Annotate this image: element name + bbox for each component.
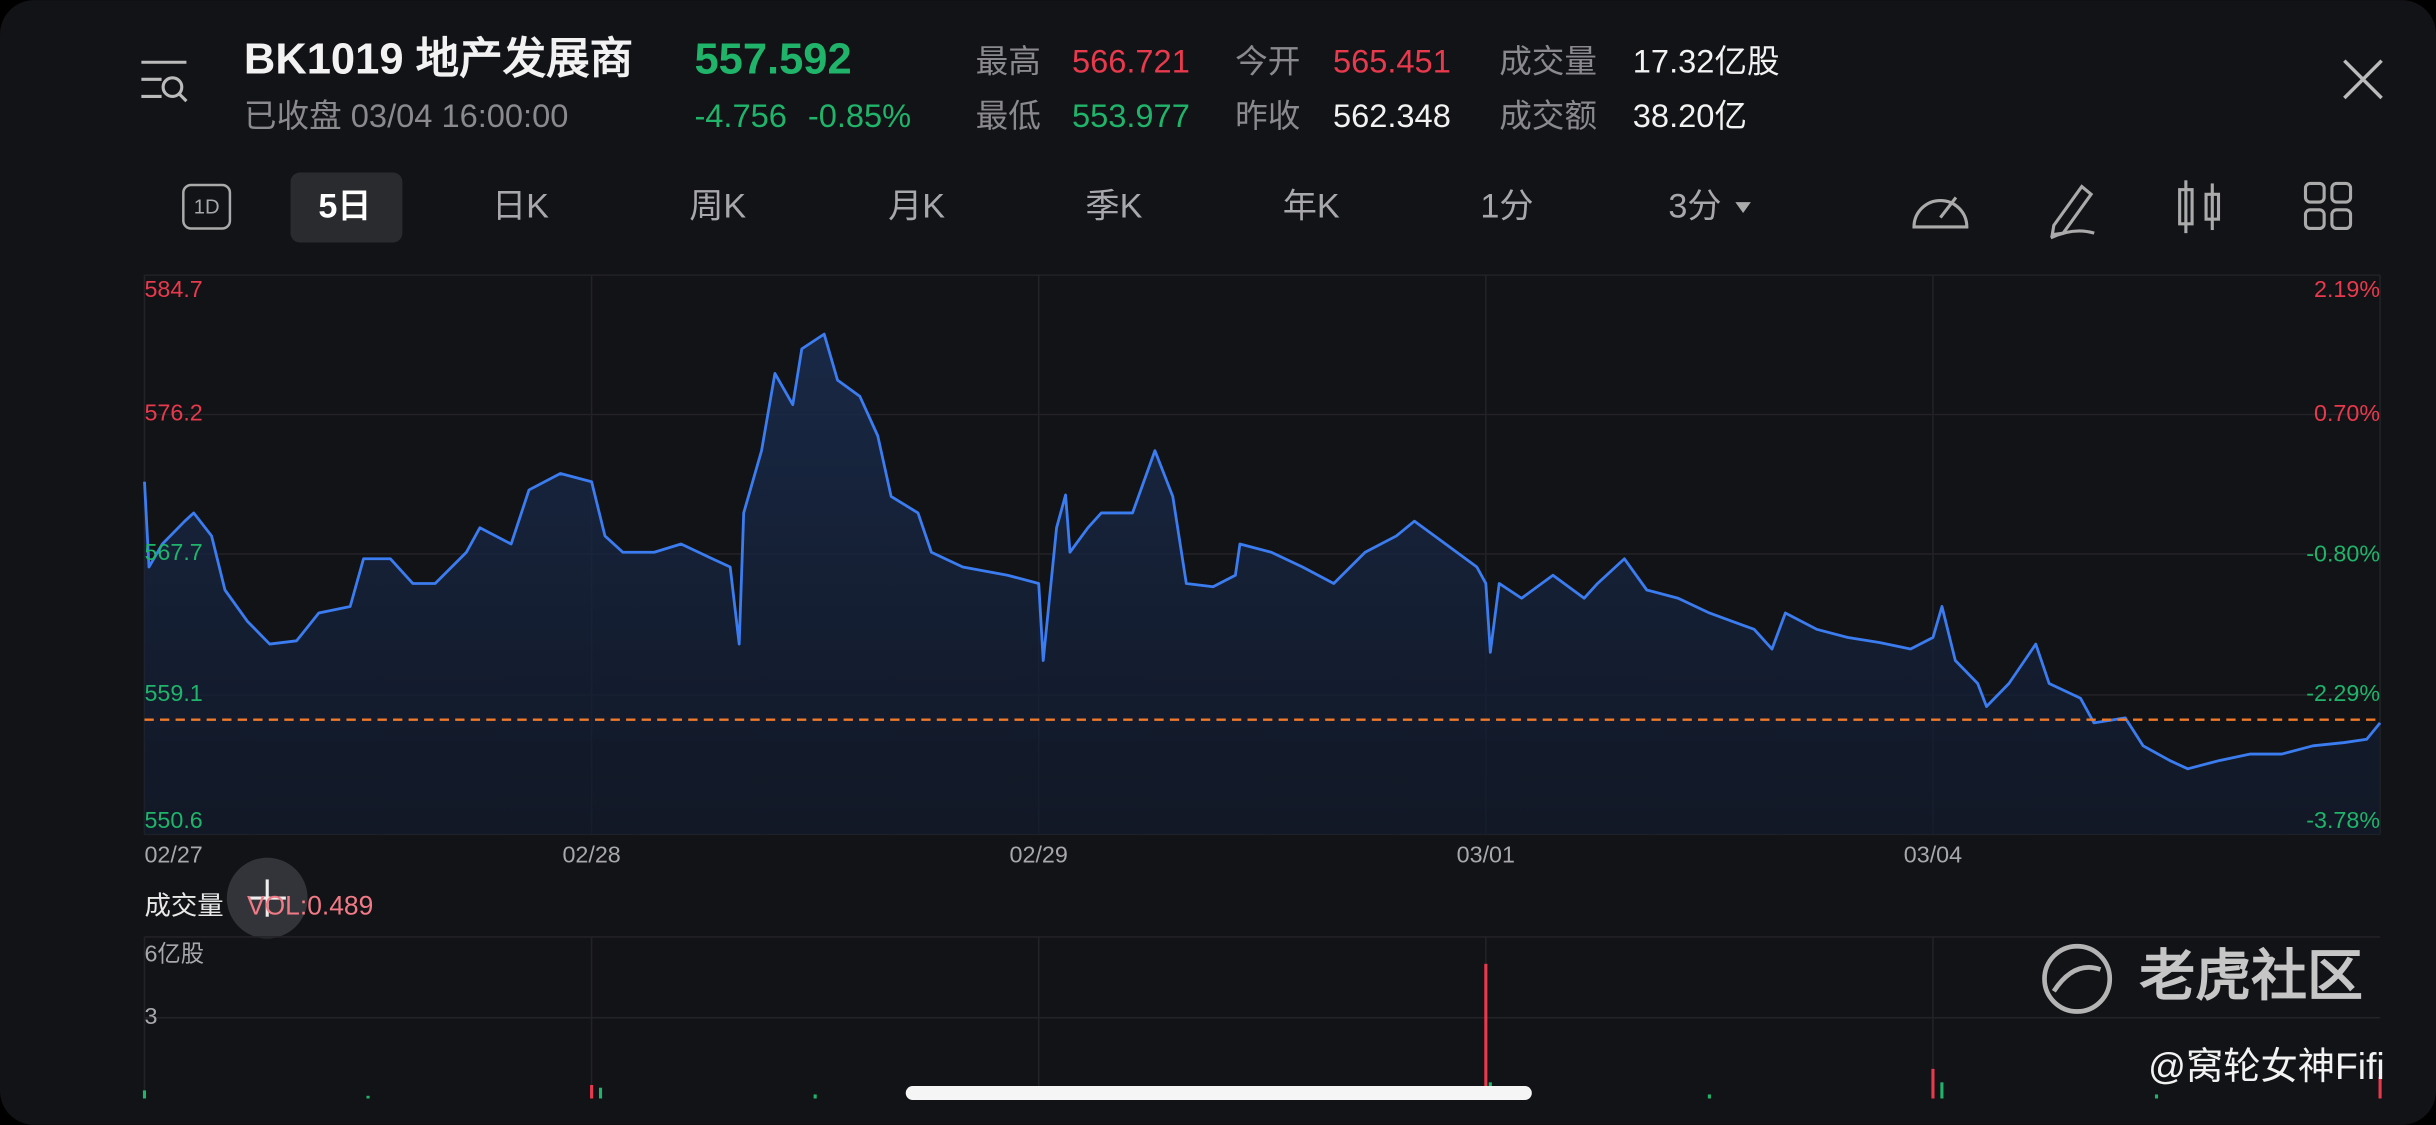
x-tick-label: 02/29 [1010,841,1068,867]
x-tick-label: 02/28 [562,841,620,867]
stat-label: 成交额 [1499,97,1597,134]
dropdown-arrow [1735,202,1751,213]
watermark-logo [2042,943,2113,1014]
volume-bar [2154,1094,2159,1099]
change: -4.756 [694,97,786,134]
tab: 年K [1283,187,1340,225]
x-tick-label: 03/04 [1904,841,1962,867]
price: 557.592 [694,36,851,84]
tab: 周K [689,187,746,225]
tab: 季K [1085,187,1142,225]
stat-label: 成交量 [1499,42,1597,79]
volume-label: 成交量 [144,890,223,920]
status: 已收盘 03/04 16:00:00 [244,97,568,134]
volume-bar [1940,1082,1944,1099]
watermark-author: @窝轮女神Fifi [2148,1045,2385,1087]
volume-bar [366,1095,370,1099]
x-tick-label: 03/01 [1457,841,1515,867]
y-tick-label: 3 [144,1003,157,1029]
price-chart: 02/27 02/28 02/29 03/01 03/04 584.7 576.2 567.7… [143,274,2382,867]
stat-value: 562.348 [1333,97,1451,134]
stat-value: 566.721 [1072,42,1190,79]
draw-icon[interactable] [2050,184,2095,240]
volume-bar [590,1085,594,1099]
stat-value: 17.32亿股 [1633,42,1780,79]
tabs: 1D 5日 日K 周K 月K 季K 年K 1分 3分 [194,187,1722,225]
grid-icon[interactable] [2303,181,2353,231]
stats: 最高 566.721 最低 553.977 今开 565.451 昨收 562.348 成交量 1… [976,42,1780,133]
price-line [143,332,2382,771]
y2-tick-label: 0.70% [2314,400,2380,426]
volume-bar [1931,1068,1935,1099]
volume-bar [1484,963,1488,1099]
tab: 1分 [1480,187,1533,225]
gauge-icon[interactable] [1912,196,1969,229]
tab: 3分 [1668,187,1721,225]
plus-icon [248,879,286,917]
y-tick-label: 6亿股 [144,941,204,967]
tab: 日K [492,187,549,225]
area [144,334,2381,835]
tab-icon [182,183,232,230]
watermark-brand: 老虎社区 [2139,944,2363,1007]
title: BK1019 地产发展商 [244,36,633,84]
volume-value: VOL:0.489 [247,890,373,920]
tab: 5日 [318,187,371,225]
close-button[interactable] [2343,59,2383,100]
y2-tick-label: -2.29% [2306,680,2380,706]
tab: 1D [194,197,220,219]
stat-label: 昨收 [1235,97,1300,134]
stat-value: 38.20亿 [1633,97,1747,134]
volume-chart: 6亿股 3 [142,936,2382,1099]
y-tick-label: 567.7 [144,539,202,565]
stat-label: 最低 [976,97,1041,134]
y-tick-label: 584.7 [144,276,202,302]
y2-tick-label: -3.78% [2306,807,2380,833]
x-tick-label: 02/27 [144,841,202,867]
y-tick-label: 559.1 [144,680,202,706]
stat-label: 今开 [1235,42,1300,79]
change-pct: -0.85% [808,97,911,134]
stat-label: 最高 [976,42,1041,79]
volume-bar [813,1094,817,1099]
y-tick-label: 576.2 [144,400,202,426]
stat-value: 565.451 [1333,42,1451,79]
y2-tick-label: 2.19% [2314,276,2380,302]
indicator-icon[interactable] [2178,180,2221,234]
home-indicator [905,1086,1532,1101]
toolbar [1912,180,2353,240]
volume-bar [1707,1094,1711,1099]
volume-bar [142,1090,147,1099]
menu-icon[interactable] [141,60,188,103]
volume-bar [598,1087,603,1099]
y2-tick-label: -0.80% [2306,540,2380,566]
tab: 月K [888,187,945,225]
volume-bar [2378,1076,2382,1099]
tab-selected-bg [290,172,403,243]
stat-value: 553.977 [1072,97,1190,134]
y-tick-label: 550.6 [144,807,202,833]
